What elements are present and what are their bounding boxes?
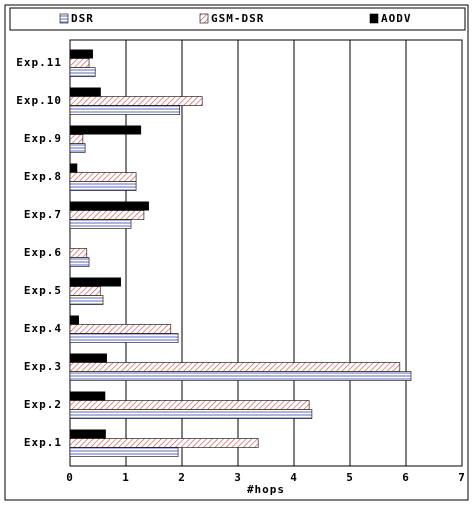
bar bbox=[70, 353, 107, 363]
bar bbox=[69, 447, 179, 457]
legend-label: AODV bbox=[381, 12, 412, 25]
x-tick-label: 7 bbox=[458, 471, 466, 484]
legend-label: DSR bbox=[71, 12, 94, 25]
y-tick-label: Exp.6 bbox=[24, 246, 62, 259]
bar bbox=[69, 257, 90, 267]
bar bbox=[70, 49, 93, 59]
bar bbox=[69, 248, 88, 258]
bar bbox=[70, 315, 79, 325]
bar bbox=[69, 219, 132, 229]
y-tick-label: Exp.3 bbox=[24, 360, 62, 373]
x-tick-label: 6 bbox=[402, 471, 410, 484]
bar bbox=[70, 429, 106, 439]
x-tick-label: 3 bbox=[234, 471, 242, 484]
y-tick-label: Exp.10 bbox=[16, 94, 62, 107]
y-tick-label: Exp.9 bbox=[24, 132, 62, 145]
bar bbox=[69, 371, 412, 381]
bar bbox=[70, 201, 149, 211]
bar bbox=[70, 277, 121, 287]
y-tick-label: Exp.11 bbox=[16, 56, 62, 69]
bar bbox=[69, 172, 137, 182]
bar bbox=[70, 391, 106, 401]
legend-swatch bbox=[199, 13, 209, 24]
bar bbox=[69, 181, 137, 191]
x-tick-label: 0 bbox=[66, 471, 74, 484]
bar bbox=[69, 134, 84, 144]
bar bbox=[69, 438, 259, 448]
bar bbox=[69, 96, 203, 106]
bar bbox=[69, 105, 181, 115]
x-axis-label: #hops bbox=[247, 483, 285, 496]
y-tick-label: Exp.8 bbox=[24, 170, 62, 183]
x-tick-label: 5 bbox=[346, 471, 354, 484]
legend-swatch bbox=[59, 13, 69, 24]
bar bbox=[70, 163, 78, 173]
bar bbox=[70, 87, 101, 97]
y-tick-label: Exp.7 bbox=[24, 208, 62, 221]
y-tick-label: Exp.2 bbox=[24, 398, 62, 411]
bar bbox=[69, 286, 101, 296]
bar bbox=[69, 67, 96, 77]
legend-box bbox=[9, 7, 466, 31]
x-tick-label: 2 bbox=[178, 471, 186, 484]
bar bbox=[70, 125, 142, 135]
bar bbox=[69, 362, 401, 372]
bar bbox=[69, 400, 310, 410]
x-tick-label: 4 bbox=[290, 471, 298, 484]
bar bbox=[69, 324, 172, 334]
x-tick-label: 1 bbox=[122, 471, 130, 484]
legend-label: GSM-DSR bbox=[211, 12, 264, 25]
bar bbox=[69, 409, 313, 419]
bar bbox=[69, 210, 145, 220]
outer-frame bbox=[4, 4, 469, 501]
bar bbox=[69, 333, 179, 343]
legend-swatch bbox=[369, 13, 379, 24]
bar bbox=[69, 143, 86, 153]
y-tick-label: Exp.1 bbox=[24, 436, 62, 449]
y-tick-label: Exp.5 bbox=[24, 284, 62, 297]
bar bbox=[69, 58, 90, 68]
y-tick-label: Exp.4 bbox=[24, 322, 62, 335]
bar bbox=[69, 295, 104, 305]
